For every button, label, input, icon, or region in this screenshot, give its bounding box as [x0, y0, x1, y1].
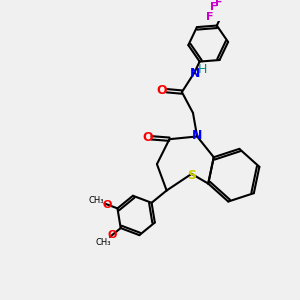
Text: CH₃: CH₃	[96, 238, 111, 247]
Text: F: F	[210, 2, 218, 12]
Text: CH₃: CH₃	[89, 196, 104, 205]
Text: O: O	[103, 200, 112, 210]
Text: N: N	[192, 128, 202, 142]
Text: O: O	[142, 131, 152, 144]
Text: F: F	[206, 12, 214, 22]
Text: F: F	[215, 0, 222, 8]
Text: S: S	[187, 169, 196, 182]
Text: O: O	[156, 84, 167, 97]
Text: N: N	[190, 67, 200, 80]
Text: H: H	[197, 63, 207, 76]
Text: O: O	[108, 230, 117, 240]
